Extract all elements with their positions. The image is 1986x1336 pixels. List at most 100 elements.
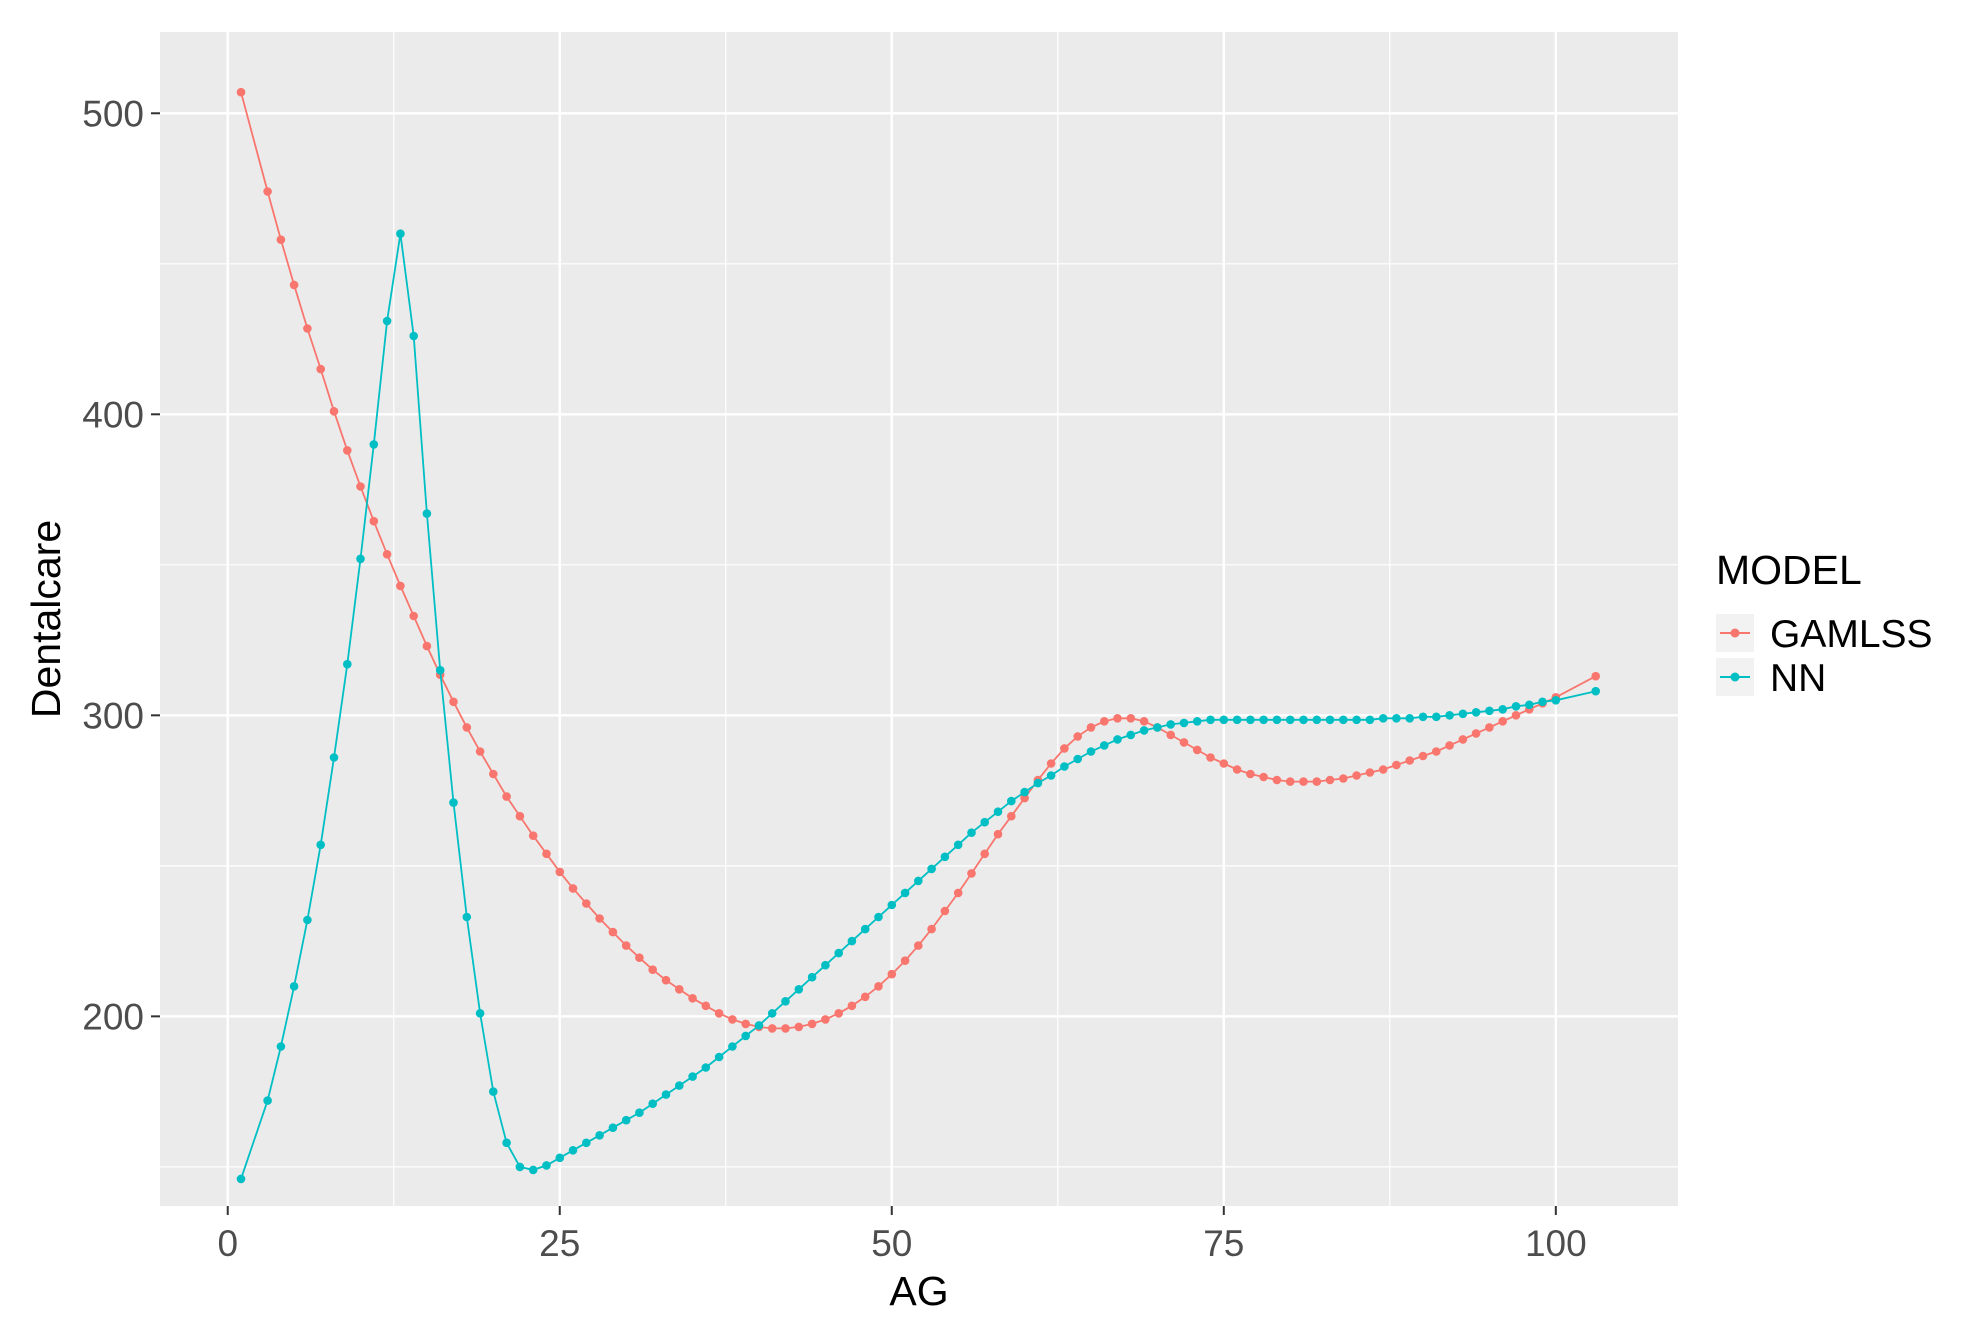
data-point-nn: [1113, 735, 1122, 744]
data-point-nn: [1511, 702, 1521, 711]
data-point-nn: [1299, 715, 1308, 725]
data-point-gamlss: [528, 831, 538, 840]
data-point-nn: [1073, 754, 1082, 764]
data-point-nn: [887, 900, 897, 910]
data-point-nn: [1206, 715, 1215, 725]
data-point-nn: [582, 1138, 591, 1148]
data-point-nn: [396, 229, 405, 238]
legend-label: NN: [1770, 657, 1826, 700]
data-point-gamlss: [276, 235, 286, 244]
y-tick-label: 300: [82, 695, 144, 736]
data-point-gamlss: [1139, 717, 1149, 726]
data-point-nn: [794, 985, 804, 994]
data-point-nn: [1232, 715, 1242, 725]
data-point-nn: [847, 936, 857, 946]
data-point-nn: [688, 1072, 697, 1081]
data-point-nn: [1179, 718, 1189, 728]
data-point-nn: [1352, 715, 1361, 725]
data-point-nn: [435, 665, 445, 675]
data-point-gamlss: [661, 975, 671, 985]
data-point-gamlss: [1219, 759, 1229, 768]
y-tick-label: 400: [82, 394, 144, 435]
data-point-gamlss: [794, 1022, 804, 1032]
data-point-gamlss: [635, 953, 644, 962]
data-point-gamlss: [993, 829, 1003, 839]
x-tick-label: 100: [1525, 1223, 1587, 1264]
data-point-nn: [1445, 711, 1454, 720]
data-point-gamlss: [1365, 768, 1375, 777]
data-point-nn: [1259, 715, 1268, 725]
legend-key-point: [1730, 672, 1740, 682]
data-point-nn: [1100, 741, 1109, 750]
data-point-gamlss: [940, 906, 950, 916]
data-point-gamlss: [1272, 775, 1282, 785]
data-point-gamlss: [1232, 765, 1242, 774]
data-point-nn: [475, 1009, 485, 1018]
data-point-gamlss: [1405, 756, 1414, 765]
data-point-gamlss: [595, 914, 604, 923]
data-point-gamlss: [515, 811, 525, 821]
data-point-nn: [1432, 712, 1441, 722]
data-point-nn: [595, 1131, 604, 1140]
data-point-nn: [1418, 712, 1428, 722]
data-point-gamlss: [382, 550, 392, 559]
data-point-gamlss: [303, 324, 312, 333]
data-point-gamlss: [781, 1024, 790, 1033]
data-point-gamlss: [449, 697, 458, 707]
data-point-gamlss: [1392, 760, 1401, 770]
data-point-gamlss: [475, 747, 485, 756]
data-point-nn: [356, 554, 365, 564]
data-point-gamlss: [1485, 723, 1494, 732]
data-point-gamlss: [1259, 772, 1268, 782]
data-point-nn: [661, 1090, 671, 1099]
data-point-gamlss: [568, 884, 578, 893]
data-point-gamlss: [1312, 777, 1322, 786]
data-point-gamlss: [807, 1019, 817, 1029]
data-point-nn: [1485, 706, 1494, 716]
data-point-gamlss: [316, 364, 326, 374]
data-point-nn: [1060, 762, 1069, 771]
data-point-gamlss: [1471, 729, 1481, 738]
data-point-gamlss: [1166, 730, 1175, 740]
data-point-nn: [1192, 717, 1202, 726]
data-point-gamlss: [1352, 771, 1361, 780]
data-point-nn: [834, 948, 843, 958]
data-point-gamlss: [887, 969, 897, 979]
data-point-gamlss: [1339, 774, 1348, 783]
data-point-gamlss: [1073, 732, 1082, 741]
legend-label: GAMLSS: [1770, 613, 1933, 656]
data-point-gamlss: [1285, 777, 1295, 786]
data-point-nn: [382, 316, 392, 326]
data-point-gamlss: [953, 888, 963, 898]
data-point-nn: [555, 1153, 565, 1163]
data-point-gamlss: [343, 446, 352, 455]
x-tick-label: 50: [871, 1223, 912, 1264]
data-point-gamlss: [396, 581, 405, 591]
data-point-nn: [1405, 714, 1414, 723]
data-point-nn: [276, 1042, 286, 1051]
data-point-gamlss: [1113, 714, 1122, 723]
data-point-nn: [675, 1081, 684, 1090]
data-point-gamlss: [1498, 717, 1507, 726]
series-layer: [236, 87, 1600, 1184]
data-point-nn: [1538, 697, 1547, 707]
data-point-nn: [515, 1162, 525, 1172]
data-point-gamlss: [1206, 753, 1215, 762]
data-point-gamlss: [1100, 717, 1109, 726]
data-point-nn: [1020, 787, 1029, 797]
data-point-gamlss: [688, 994, 697, 1003]
x-tick-label: 75: [1203, 1223, 1244, 1264]
data-point-nn: [1525, 700, 1534, 710]
data-point-gamlss: [1020, 793, 1029, 803]
data-point-nn: [1591, 686, 1600, 696]
data-point-gamlss: [489, 769, 498, 779]
data-point-nn: [1325, 715, 1335, 725]
data-point-gamlss: [741, 1019, 750, 1029]
y-axis-label: Dentalcare: [23, 520, 69, 718]
data-point-gamlss: [860, 992, 870, 1002]
data-point-gamlss: [847, 1001, 857, 1011]
x-axis-label: AG: [889, 1268, 948, 1314]
data-point-gamlss: [462, 723, 472, 732]
